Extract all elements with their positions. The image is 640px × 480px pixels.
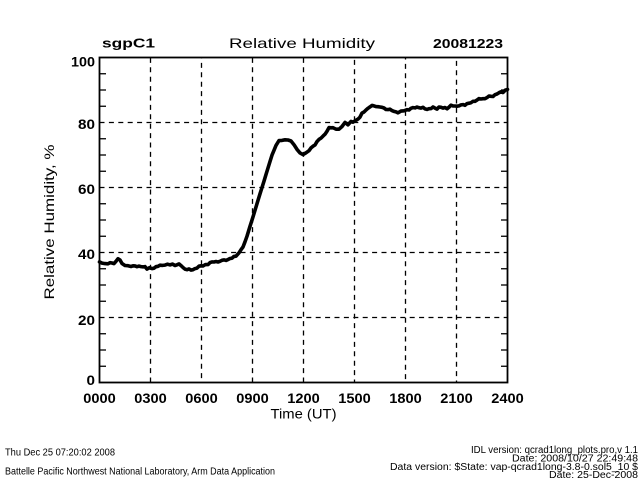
svg-text:sgpC1: sgpC1 — [102, 36, 155, 51]
svg-text:Date: 25-Dec-2008: Date: 25-Dec-2008 — [549, 470, 638, 480]
svg-text:2400: 2400 — [491, 391, 524, 406]
svg-text:1500: 1500 — [338, 391, 371, 406]
svg-text:1200: 1200 — [287, 391, 320, 406]
svg-text:Date: 2008/10/27 22:49:48: Date: 2008/10/27 22:49:48 — [512, 454, 638, 465]
svg-text:IDL version: qcrad1long_plots.: IDL version: qcrad1long_plots.pro,v 1.1 — [471, 445, 638, 456]
svg-text:60: 60 — [78, 182, 95, 197]
svg-text:1800: 1800 — [389, 391, 422, 406]
svg-text:2100: 2100 — [440, 391, 473, 406]
svg-text:0600: 0600 — [185, 391, 218, 406]
svg-text:0300: 0300 — [134, 391, 167, 406]
svg-text:Data version: $State: vap-qcra: Data version: $State: vap-qcrad1long-3.8… — [390, 462, 638, 473]
svg-text:40: 40 — [78, 247, 95, 262]
svg-text:Battelle Pacific Northwest Nat: Battelle Pacific Northwest National Labo… — [5, 467, 275, 478]
svg-text:0: 0 — [87, 373, 96, 388]
svg-text:Thu Dec 25 07:20:02 2008: Thu Dec 25 07:20:02 2008 — [5, 448, 115, 459]
svg-text:0000: 0000 — [83, 391, 116, 406]
svg-text:20081223: 20081223 — [433, 36, 503, 51]
svg-text:20: 20 — [78, 313, 95, 328]
svg-text:Relative Humidity: Relative Humidity — [229, 35, 375, 51]
svg-text:0900: 0900 — [236, 391, 269, 406]
svg-text:100: 100 — [71, 55, 95, 70]
svg-text:80: 80 — [78, 117, 95, 132]
svg-text:Time (UT): Time (UT) — [271, 406, 337, 422]
svg-text:Relative Humidity, %: Relative Humidity, % — [41, 145, 57, 300]
